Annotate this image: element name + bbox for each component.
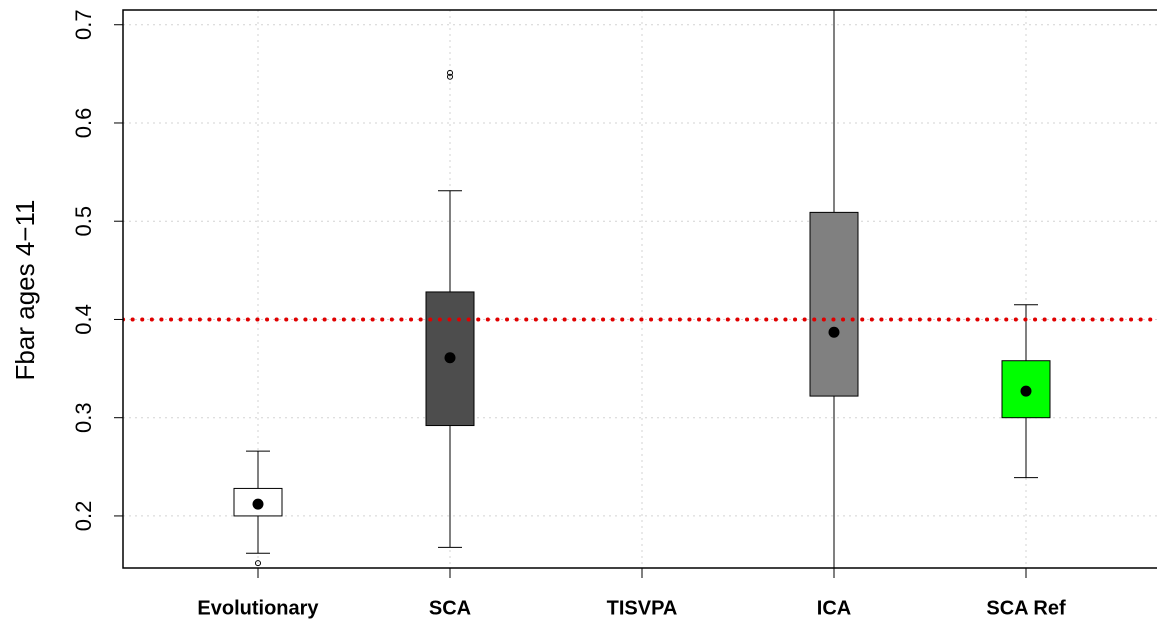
box (809, 211, 859, 397)
y-tick-label: 0.4 (71, 304, 96, 335)
median-dot (1020, 385, 1032, 397)
box (233, 487, 283, 517)
y-tick-label: 0.5 (71, 206, 96, 237)
y-tick-label: 0.7 (71, 9, 96, 40)
plot-area (123, 10, 1157, 568)
y-tick-label: 0.2 (71, 501, 96, 532)
x-tick-label: Evolutionary (197, 597, 319, 619)
x-tick-label: SCA (429, 597, 471, 619)
median-dot (252, 498, 264, 510)
x-tick-label: SCA Ref (986, 597, 1066, 619)
x-tick-label: TISVPA (607, 597, 678, 619)
y-tick-label: 0.3 (71, 402, 96, 433)
plot-frame (122, 9, 1157, 569)
outlier (447, 69, 453, 76)
x-tick-label: ICA (817, 597, 851, 619)
median-dot (444, 352, 456, 364)
y-tick-label: 0.6 (71, 108, 96, 139)
outlier (447, 73, 453, 80)
outlier (255, 560, 261, 567)
median-dot (828, 326, 840, 338)
y-axis-label: Fbar ages 4−11 (10, 200, 40, 381)
